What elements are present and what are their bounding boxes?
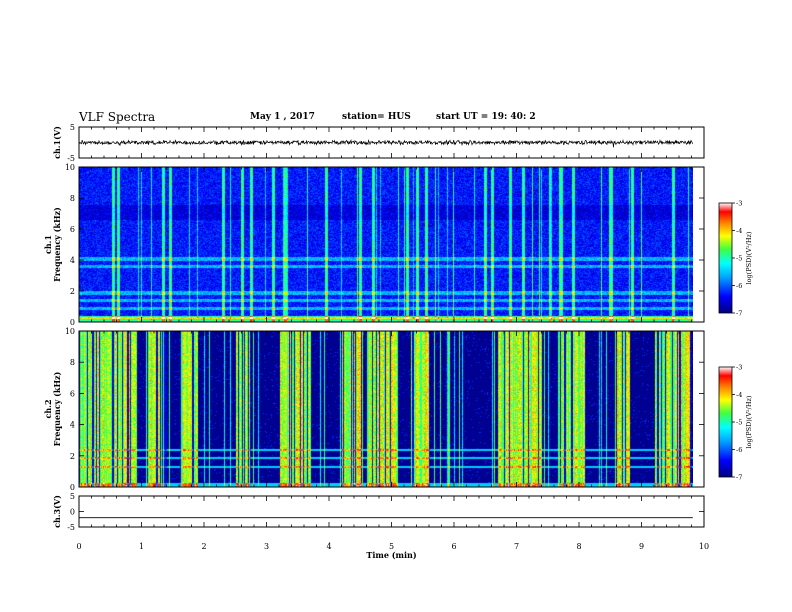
date-label: May 1 , 2017 [250,112,315,122]
ch1-trace [78,139,693,148]
y-axis-label: ch.1(V) [52,126,62,159]
y-tick-label: 0 [70,318,75,327]
x-axis-label: Time (min) [366,550,416,560]
ch1-spectrogram-image [79,167,693,322]
colorbar [718,366,733,478]
figure-title: VLF Spectra [79,110,156,124]
start-time-label: start UT = 19: 40: 2 [436,112,536,122]
colorbar-tick-label: -3 [736,200,742,208]
y-axis-label: ch.2 [43,399,53,418]
x-tick-label: 7 [514,542,519,551]
y-tick-label: 8 [70,194,75,203]
colorbar-tick-label: -5 [736,419,742,427]
y-tick-label: 0 [70,508,75,517]
x-tick-label: 2 [201,542,206,551]
y-tick-label: 2 [70,452,75,461]
colorbar-label: log(PSD)(V²/Hz) [745,231,753,284]
colorbar-tick-label: -3 [736,364,742,372]
x-tick-label: 0 [76,542,81,551]
x-tick-label: 4 [326,542,331,551]
x-tick-label: 3 [264,542,269,551]
colorbar-tick-label: -6 [736,446,742,454]
x-tick-label: 5 [389,542,394,551]
y-tick-label: 10 [65,163,75,172]
y-tick-label: 6 [70,225,75,234]
y-tick-label: 4 [70,256,75,265]
y-tick-label: 0 [70,483,75,492]
y-tick-label: -5 [67,154,75,163]
y-tick-label: 5 [70,492,75,501]
ch2-spectrogram-image [79,331,693,487]
colorbar [718,202,733,314]
y-axis-label: Frequency (kHz) [52,371,62,446]
y-tick-label: -5 [67,523,75,532]
colorbar-tick-label: -7 [736,474,742,482]
y-tick-label: 10 [65,327,75,336]
y-axis-label: ch.1 [43,235,53,254]
y-tick-label: 4 [70,421,75,430]
station-label: station= HUS [342,112,411,122]
colorbar-tick-label: -4 [736,227,742,235]
y-tick-label: 2 [70,287,75,296]
x-tick-label: 9 [639,542,644,551]
colorbar-tick-label: -5 [736,255,742,263]
x-tick-label: 6 [451,542,456,551]
colorbar-tick-label: -4 [736,391,742,399]
colorbar-tick-label: -7 [736,310,742,318]
x-tick-label: 8 [576,542,581,551]
x-tick-label: 10 [699,542,709,551]
y-tick-label: 5 [70,123,75,132]
y-tick-label: 8 [70,358,75,367]
y-axis-label: ch.3(V) [52,495,62,528]
colorbar-tick-label: -6 [736,282,742,290]
y-axis-label: Frequency (kHz) [52,207,62,282]
x-tick-label: 1 [139,542,144,551]
colorbar-label: log(PSD)(V²/Hz) [745,395,753,448]
y-tick-label: 6 [70,389,75,398]
